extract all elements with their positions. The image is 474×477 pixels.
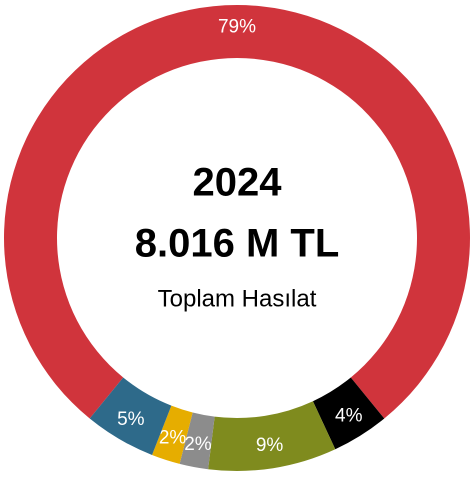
- slice-label: 4%: [335, 405, 363, 426]
- donut-slice: [208, 401, 336, 471]
- donut-slice: [312, 377, 385, 450]
- slice-label: 2%: [184, 434, 212, 455]
- center-year: 2024: [193, 161, 283, 205]
- donut-slice: [179, 412, 215, 470]
- center-total: 8.016 M TL: [135, 222, 340, 266]
- slice-label: 9%: [256, 435, 284, 456]
- donut-slice: [152, 405, 193, 464]
- donut-slice: [3, 5, 471, 419]
- donut-slice: [89, 377, 172, 455]
- slice-label: 79%: [218, 17, 256, 38]
- slice-label: 2%: [159, 427, 187, 448]
- center-caption: Toplam Hasılat: [158, 285, 317, 312]
- slice-label: 5%: [117, 409, 145, 430]
